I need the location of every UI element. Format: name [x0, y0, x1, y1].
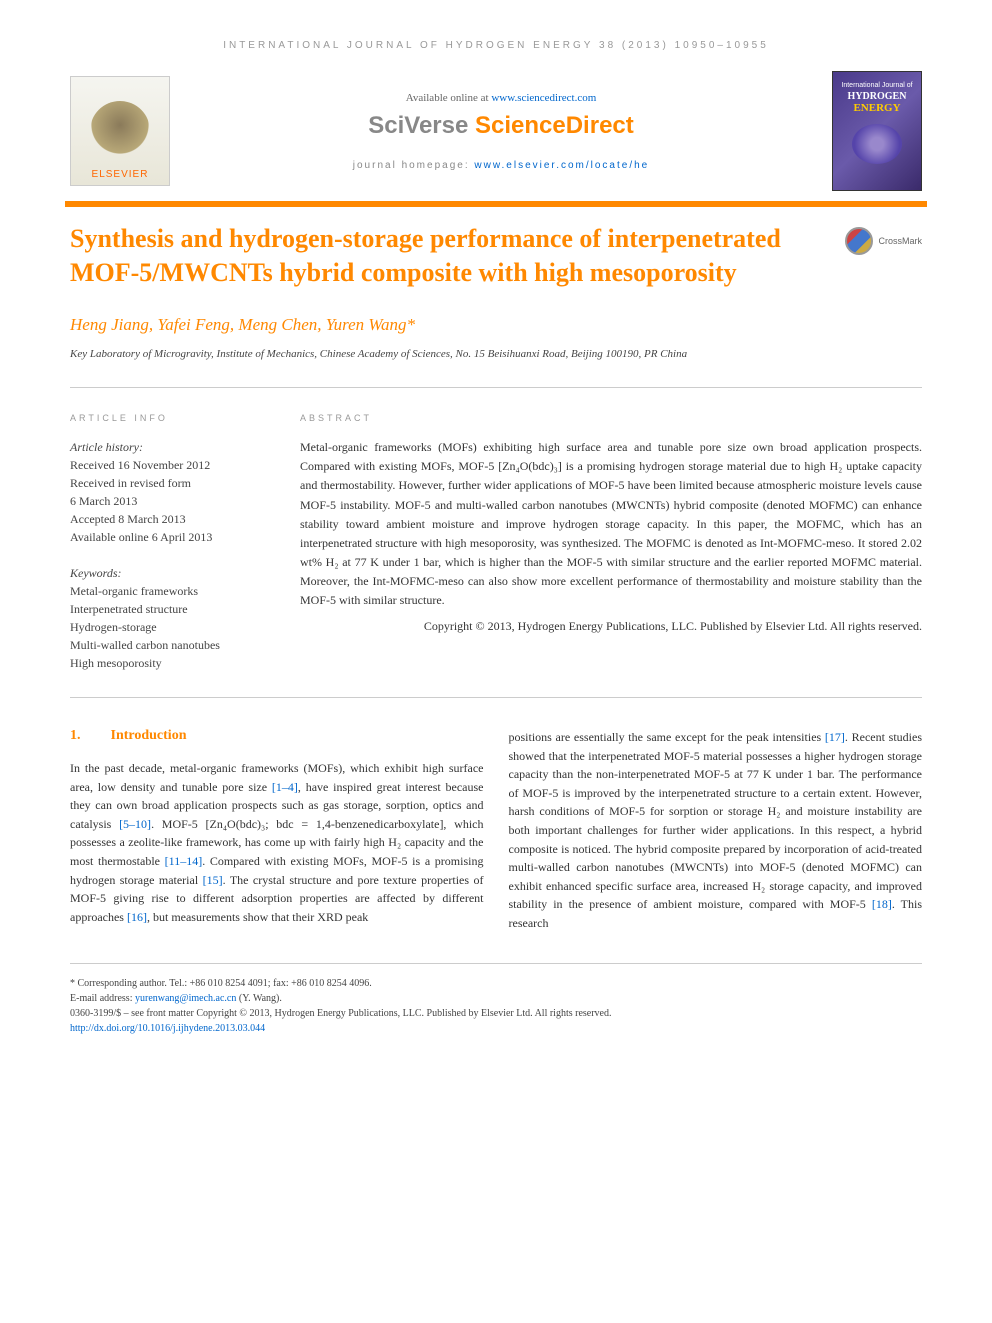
- info-abstract-row: ARTICLE INFO Article history: Received 1…: [70, 413, 922, 672]
- crossmark-icon: [845, 227, 873, 255]
- intro-para-left: In the past decade, metal-organic framew…: [70, 759, 484, 926]
- divider-1: [70, 387, 922, 388]
- authors-names: Heng Jiang, Yafei Feng, Meng Chen, Yuren…: [70, 315, 407, 334]
- received-date: Received 16 November 2012: [70, 456, 270, 474]
- section-number: 1.: [70, 728, 81, 744]
- crossmark-text: CrossMark: [878, 236, 922, 246]
- accepted-date: Accepted 8 March 2013: [70, 510, 270, 528]
- abstract-text: Metal-organic frameworks (MOFs) exhibiti…: [300, 438, 922, 611]
- article-header: Synthesis and hydrogen-storage performan…: [70, 222, 922, 290]
- elsevier-tree-icon: [90, 101, 150, 161]
- abstract-label: ABSTRACT: [300, 413, 922, 423]
- ref-15[interactable]: [15]: [203, 873, 223, 887]
- article-title: Synthesis and hydrogen-storage performan…: [70, 222, 825, 290]
- sciverse-logo: SciVerse ScienceDirect: [190, 112, 812, 140]
- keyword-5: High mesoporosity: [70, 654, 270, 672]
- corresponding-author: * Corresponding author. Tel.: +86 010 82…: [70, 976, 922, 991]
- elsevier-text: ELSEVIER: [92, 169, 149, 180]
- history-label: Article history:: [70, 438, 270, 456]
- ref-5-10[interactable]: [5–10]: [119, 817, 151, 831]
- banner-center: Available online at www.sciencedirect.co…: [190, 92, 812, 171]
- article-info-column: ARTICLE INFO Article history: Received 1…: [70, 413, 270, 672]
- article-info-label: ARTICLE INFO: [70, 413, 270, 423]
- email-label: E-mail address:: [70, 993, 135, 1004]
- intro-para-right: positions are essentially the same excep…: [509, 728, 923, 933]
- ref-17[interactable]: [17]: [825, 730, 845, 744]
- cover-subtitle: International Journal of: [841, 82, 912, 89]
- divider-2: [70, 697, 922, 698]
- keywords-label: Keywords:: [70, 564, 270, 582]
- ref-1-4[interactable]: [1–4]: [272, 780, 298, 794]
- t7: positions are essentially the same excep…: [509, 730, 825, 744]
- corresponding-marker: *: [407, 315, 416, 334]
- cover-image-icon: [852, 124, 902, 164]
- revised-line2: 6 March 2013: [70, 492, 270, 510]
- sciverse-text: SciVerse: [368, 112, 475, 139]
- body-col-left: 1. Introduction In the past decade, meta…: [70, 728, 484, 933]
- journal-reference: INTERNATIONAL JOURNAL OF HYDROGEN ENERGY…: [70, 40, 922, 51]
- keyword-1: Metal-organic frameworks: [70, 582, 270, 600]
- sciencedirect-text: ScienceDirect: [475, 112, 634, 139]
- available-date: Available online 6 April 2013: [70, 528, 270, 546]
- elsevier-logo[interactable]: ELSEVIER: [70, 76, 170, 186]
- issn-copyright: 0360-3199/$ – see front matter Copyright…: [70, 1006, 922, 1021]
- orange-divider: [65, 201, 927, 207]
- journal-cover[interactable]: International Journal of HYDROGEN ENERGY: [832, 71, 922, 191]
- homepage-link[interactable]: www.elsevier.com/locate/he: [474, 160, 649, 171]
- cover-energy: ENERGY: [853, 102, 900, 114]
- homepage-prefix: journal homepage:: [353, 160, 475, 171]
- keyword-2: Interpenetrated structure: [70, 600, 270, 618]
- keyword-4: Multi-walled carbon nanotubes: [70, 636, 270, 654]
- history-block: Article history: Received 16 November 20…: [70, 438, 270, 546]
- ref-16[interactable]: [16]: [127, 910, 147, 924]
- keyword-3: Hydrogen-storage: [70, 618, 270, 636]
- ref-18[interactable]: [18]: [872, 897, 892, 911]
- sciencedirect-link[interactable]: www.sciencedirect.com: [491, 92, 596, 104]
- authors-line: Heng Jiang, Yafei Feng, Meng Chen, Yuren…: [70, 315, 922, 335]
- keywords-block: Keywords: Metal-organic frameworks Inter…: [70, 564, 270, 672]
- ref-11-14[interactable]: [11–14]: [165, 854, 203, 868]
- body-col-right: positions are essentially the same excep…: [509, 728, 923, 933]
- footer: * Corresponding author. Tel.: +86 010 82…: [70, 963, 922, 1036]
- email-link[interactable]: yurenwang@imech.ac.cn: [135, 993, 236, 1004]
- t8: . Recent studies showed that the interpe…: [509, 730, 923, 911]
- revised-line1: Received in revised form: [70, 474, 270, 492]
- homepage-line: journal homepage: www.elsevier.com/locat…: [190, 160, 812, 171]
- abstract-copyright: Copyright © 2013, Hydrogen Energy Public…: [300, 619, 922, 634]
- affiliation: Key Laboratory of Microgravity, Institut…: [70, 347, 922, 362]
- crossmark-badge[interactable]: CrossMark: [845, 227, 922, 255]
- available-online: Available online at www.sciencedirect.co…: [190, 92, 812, 104]
- top-banner: ELSEVIER Available online at www.science…: [70, 71, 922, 191]
- cover-hydrogen: HYDROGEN: [848, 91, 907, 102]
- abstract-column: ABSTRACT Metal-organic frameworks (MOFs)…: [300, 413, 922, 672]
- t6: , but measurements show that their XRD p…: [147, 910, 368, 924]
- section-title: Introduction: [111, 728, 187, 744]
- email-line: E-mail address: yurenwang@imech.ac.cn (Y…: [70, 991, 922, 1006]
- email-suffix: (Y. Wang).: [236, 993, 282, 1004]
- doi-link[interactable]: http://dx.doi.org/10.1016/j.ijhydene.201…: [70, 1023, 265, 1034]
- body-columns: 1. Introduction In the past decade, meta…: [70, 728, 922, 933]
- intro-heading: 1. Introduction: [70, 728, 484, 744]
- available-prefix: Available online at: [406, 92, 492, 104]
